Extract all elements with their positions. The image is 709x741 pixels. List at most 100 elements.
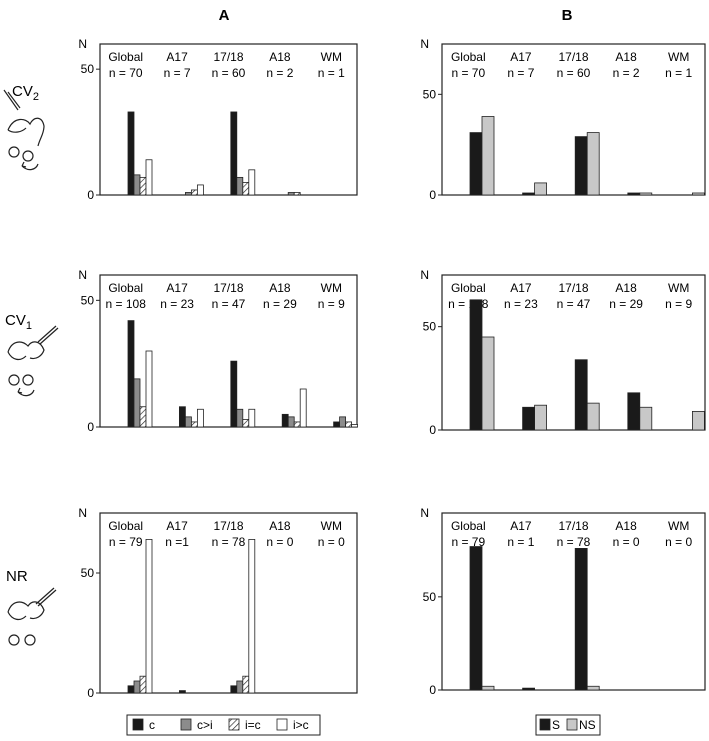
- bar-s: [469, 546, 483, 691]
- bar-i-c: [242, 418, 250, 428]
- category-label: 17/18: [213, 281, 243, 295]
- bar-c-i: [236, 680, 244, 694]
- bar-c-i: [133, 680, 141, 694]
- legend-swatch: [539, 718, 551, 731]
- category-n-label: n = 70: [451, 66, 485, 80]
- category-label: A18: [269, 281, 291, 295]
- category-label: WM: [321, 50, 342, 64]
- bar-c-i: [287, 416, 295, 428]
- y-axis-symbol: N: [420, 268, 429, 282]
- legend-label: c: [149, 718, 155, 732]
- plot-frame: [99, 43, 358, 196]
- y-tick-label: 50: [81, 293, 95, 307]
- bar-c: [178, 690, 186, 694]
- category-n-label: n = 47: [212, 297, 246, 311]
- bar-ns: [534, 182, 547, 196]
- bar-i-c: [190, 421, 198, 428]
- bar-s: [469, 132, 483, 196]
- bar-s: [627, 392, 641, 431]
- bar-i-c: [248, 169, 256, 196]
- category-n-label: n = 1: [665, 66, 692, 80]
- plot-frame: [99, 274, 358, 428]
- bar-ns: [481, 116, 495, 196]
- category-label: WM: [668, 281, 689, 295]
- bar-i-c: [242, 675, 250, 694]
- y-axis-symbol: N: [78, 506, 87, 520]
- panel-a-nr: N 0 50 Global n = 79 A17 n =1 17/18 n = 78 A18 n =…: [78, 506, 358, 700]
- category-label: 17/18: [558, 281, 588, 295]
- category-n-label: n = 78: [557, 535, 591, 549]
- bar-i-c: [248, 408, 256, 428]
- category-label: Global: [451, 519, 486, 533]
- row-label-nr: NR: [6, 568, 28, 585]
- bar-c-i: [339, 416, 347, 428]
- category-n-label: n = 108: [448, 297, 489, 311]
- category-n-label: n = 2: [266, 66, 293, 80]
- category-n-label: n = 1: [318, 66, 345, 80]
- bar-s: [574, 359, 588, 431]
- y-axis-symbol: N: [78, 268, 87, 282]
- bar-s: [522, 192, 535, 196]
- y-tick-label: 0: [429, 683, 436, 697]
- y-axis-symbol: N: [78, 37, 87, 51]
- category-label: A18: [269, 50, 291, 64]
- bar-c-i: [236, 176, 244, 196]
- category-n-label: n = 79: [451, 535, 485, 549]
- category-label: A17: [510, 50, 532, 64]
- panel-b-cv2: N 0 50 Global n = 70 A17 n = 7 17/18 n = 60 A18 n …: [420, 37, 706, 202]
- y-tick-label: 0: [87, 686, 94, 700]
- category-label: WM: [668, 50, 689, 64]
- bar-i-c: [293, 192, 301, 196]
- schematic-cv1-icon: [7, 325, 59, 397]
- bar-ns: [639, 406, 653, 431]
- plot-frame: [441, 512, 706, 691]
- category-n-label: n = 0: [266, 535, 293, 549]
- category-n-label: n = 60: [557, 66, 591, 80]
- category-label: 17/18: [213, 50, 243, 64]
- category-n-label: n = 0: [665, 535, 692, 549]
- category-n-label: n = 60: [212, 66, 246, 80]
- bar-i-c: [139, 675, 147, 694]
- category-label: A17: [166, 281, 188, 295]
- bar-c: [230, 111, 238, 196]
- legend-label: c>i: [197, 718, 213, 732]
- category-n-label: n = 9: [665, 297, 692, 311]
- bar-i-c: [139, 176, 147, 196]
- panel-a-cv1: N 0 50 Global n = 108 A17 n = 23 17/18 n = 47 A18…: [78, 268, 359, 434]
- bar-i-c: [299, 388, 307, 428]
- category-label: Global: [451, 50, 486, 64]
- bar-c-i: [184, 192, 192, 196]
- category-label: 17/18: [213, 519, 243, 533]
- bar-i-c: [145, 539, 153, 694]
- category-label: A17: [166, 519, 188, 533]
- bar-s: [522, 687, 535, 691]
- plot-frame: [99, 512, 358, 694]
- category-n-label: n = 29: [263, 297, 297, 311]
- bar-s: [469, 299, 483, 431]
- row-label-cv2: CV2: [12, 83, 39, 103]
- legend-label: NS: [579, 718, 596, 732]
- category-label: Global: [108, 50, 143, 64]
- bar-c: [230, 360, 238, 428]
- bar-ns: [586, 402, 600, 431]
- category-label: 17/18: [558, 50, 588, 64]
- bar-i-c: [196, 184, 204, 196]
- y-tick-label: 0: [87, 188, 94, 202]
- category-n-label: n = 70: [109, 66, 143, 80]
- plot-frame: [441, 274, 706, 431]
- bar-ns: [534, 404, 547, 431]
- bar-i-c: [145, 159, 153, 196]
- bar-ns: [586, 132, 600, 196]
- legend-swatch: [180, 718, 192, 731]
- legend-swatch: [566, 718, 578, 731]
- legend-panel-a: c c>i i=c i>c: [126, 714, 321, 736]
- category-n-label: n = 108: [106, 297, 147, 311]
- y-tick-label: 0: [429, 188, 436, 202]
- panel-a-cv2: N 0 50 Global n = 70 A17 n = 7 17/18 n = 60 A18 n …: [78, 37, 358, 202]
- panel-b-nr: N 0 50 Global n = 79 A17 n = 1 17/18 n = 78 A18 n …: [420, 506, 706, 697]
- bar-c: [127, 320, 135, 428]
- category-label: WM: [321, 519, 342, 533]
- category-n-label: n = 79: [109, 535, 143, 549]
- row-label-cv1: CV1: [5, 312, 32, 332]
